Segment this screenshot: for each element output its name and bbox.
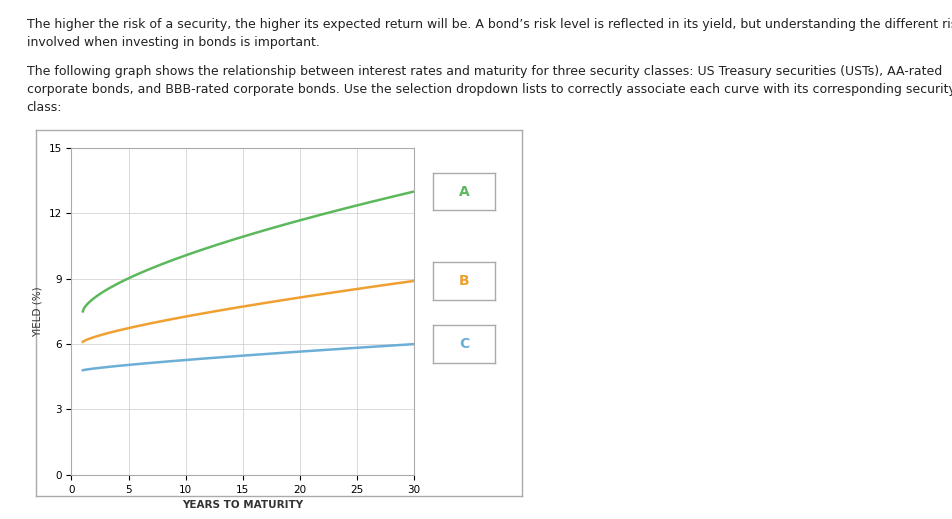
Text: The higher the risk of a security, the higher its expected return will be. A bon: The higher the risk of a security, the h… (27, 18, 952, 31)
Text: A: A (459, 185, 469, 198)
Y-axis label: YIELD (%): YIELD (%) (33, 286, 43, 337)
X-axis label: YEARS TO MATURITY: YEARS TO MATURITY (182, 500, 304, 510)
Text: involved when investing in bonds is important.: involved when investing in bonds is impo… (27, 36, 320, 49)
Text: B: B (459, 274, 469, 288)
Text: class:: class: (27, 101, 62, 114)
Text: The following graph shows the relationship between interest rates and maturity f: The following graph shows the relationsh… (27, 65, 942, 78)
Text: C: C (459, 337, 469, 351)
Text: corporate bonds, and BBB-rated corporate bonds. Use the selection dropdown lists: corporate bonds, and BBB-rated corporate… (27, 83, 952, 96)
